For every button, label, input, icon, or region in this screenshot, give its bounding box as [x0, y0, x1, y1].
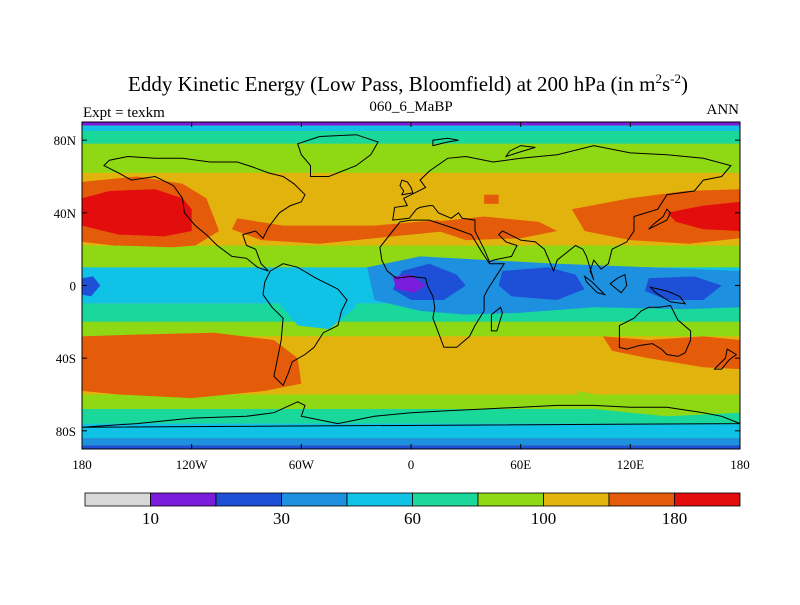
plot-area — [82, 122, 740, 449]
colorbar-box-7 — [543, 492, 610, 507]
colorbar-box-0 — [84, 492, 151, 507]
coastline-australia — [618, 304, 692, 357]
colorbar-label-2: 60 — [404, 509, 421, 528]
band-13 — [82, 423, 740, 439]
subtitle-right: ANN — [707, 102, 740, 118]
x-tick-label-0: 180 — [72, 457, 92, 472]
y-tick-label-1: 40N — [54, 206, 77, 221]
contour-region-14 — [82, 276, 101, 297]
contour-regions — [82, 176, 740, 417]
x-axis: 180 120W 60W 0 60E 120E 180 — [72, 122, 750, 472]
coastline-novaya-zemlya — [504, 145, 536, 158]
title-end: ) — [681, 72, 688, 96]
contour-region-3 — [432, 216, 558, 241]
contour-region-8 — [279, 271, 357, 330]
contour-region-2 — [231, 218, 448, 244]
contour-region-5 — [571, 189, 740, 244]
title-sup2: -2 — [670, 71, 681, 86]
chart-title: Eddy Kinetic Energy (Low Pass, Bloomfiel… — [128, 71, 688, 96]
coastline-africa — [379, 219, 506, 348]
coastline-eurasia — [392, 145, 732, 281]
coastline-borneo — [609, 273, 628, 294]
y-axis: 80N 40N 0 40S 80S — [54, 133, 740, 439]
colorbar-label-3: 100 — [531, 509, 557, 528]
x-tick-label-5: 120E — [617, 457, 645, 472]
x-tick-label-3: 0 — [408, 457, 415, 472]
colorbar-label-0: 10 — [142, 509, 159, 528]
coastline-japan — [648, 208, 672, 230]
contour-region-12 — [498, 267, 585, 300]
contour-region-15 — [82, 332, 302, 399]
coastline-new-guinea — [648, 286, 687, 305]
contour-region-4 — [484, 194, 499, 204]
colorbar-box-2 — [215, 492, 282, 507]
coastline-antarctica — [82, 401, 740, 428]
coastline-madagascar — [490, 306, 503, 332]
contour-region-1 — [82, 189, 192, 237]
band-9 — [82, 321, 740, 337]
contour-region-6 — [666, 201, 740, 231]
coastline-new-zealand — [713, 348, 738, 370]
colorbar-box-4 — [346, 492, 413, 507]
x-tick-label-6: 180 — [730, 457, 750, 472]
band-12 — [82, 409, 740, 424]
band-2 — [82, 131, 740, 144]
colorbar-label-4: 180 — [662, 509, 688, 528]
coastline-svalbard — [432, 137, 459, 147]
coastline-uk — [399, 179, 414, 196]
colorbar: 10 30 60 100 180 — [84, 492, 741, 528]
band-14 — [82, 438, 740, 446]
contour-region-7 — [82, 245, 740, 268]
colorbar-box-9 — [674, 492, 741, 507]
y-tick-label-0: 80N — [54, 133, 77, 148]
x-tick-label-1: 120W — [176, 457, 209, 472]
subtitle-center: 060_6_MaBP — [369, 99, 452, 115]
contour-region-16 — [602, 336, 740, 370]
x-tick-label-2: 60W — [289, 457, 315, 472]
contour-region-11 — [392, 274, 426, 293]
band-1 — [82, 125, 740, 132]
contour-region-17 — [575, 390, 740, 417]
y-tick-label-3: 40S — [56, 351, 76, 366]
title-sup1: 2 — [655, 71, 662, 86]
colorbar-box-8 — [608, 492, 675, 507]
colorbar-box-5 — [412, 492, 479, 507]
colorbar-box-6 — [477, 492, 544, 507]
band-3 — [82, 143, 740, 173]
subtitle-left: Expt = texkm — [83, 105, 165, 121]
coastline-sumatra — [583, 275, 607, 296]
y-tick-label-2: 0 — [70, 279, 77, 294]
coastline-north-america — [103, 155, 306, 272]
y-tick-label-4: 80S — [56, 424, 76, 439]
colorbar-box-1 — [150, 492, 217, 507]
contour-region-13 — [645, 276, 722, 300]
x-tick-label-4: 60E — [510, 457, 531, 472]
title-main: Eddy Kinetic Energy (Low Pass, Bloomfiel… — [128, 72, 655, 96]
title-mid: s — [662, 72, 670, 96]
colorbar-box-3 — [281, 492, 348, 507]
coastline-south-america — [262, 263, 348, 387]
coastlines — [82, 134, 740, 428]
colorbar-label-1: 30 — [273, 509, 290, 528]
coastline-greenland — [297, 134, 379, 177]
